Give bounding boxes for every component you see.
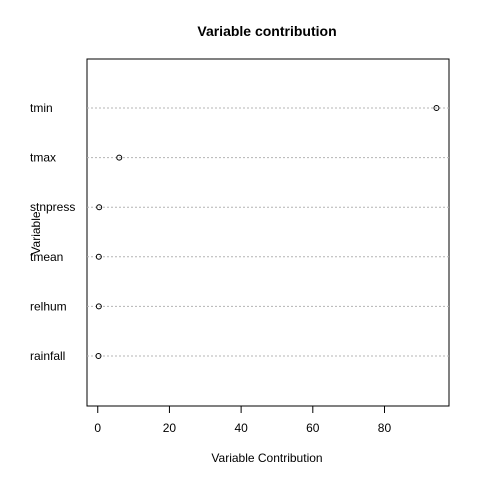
x-tick-label: 0 bbox=[94, 421, 101, 435]
category-label: stnpress bbox=[30, 200, 75, 214]
data-point bbox=[95, 253, 102, 260]
x-tick-label: 40 bbox=[234, 421, 248, 435]
x-axis: 0 20 40 60 80 bbox=[94, 405, 392, 435]
data-point bbox=[96, 204, 103, 211]
x-tick-label: 20 bbox=[163, 421, 177, 435]
data-points bbox=[95, 105, 440, 359]
data-point bbox=[116, 154, 123, 161]
category-label: tmin bbox=[30, 101, 53, 115]
category-label: rainfall bbox=[30, 349, 65, 363]
category-label: relhum bbox=[30, 299, 67, 313]
data-point bbox=[433, 105, 440, 111]
y-axis-label: Variable bbox=[29, 211, 43, 254]
x-tick-label: 80 bbox=[378, 421, 392, 435]
plot-frame bbox=[86, 58, 450, 407]
data-point bbox=[95, 353, 102, 359]
chart-title: Variable contribution bbox=[197, 23, 336, 39]
x-tick-label: 60 bbox=[306, 421, 320, 435]
category-labels: tmin tmax stnpress tmean relhum rainfall bbox=[30, 101, 75, 363]
category-label: tmax bbox=[30, 151, 56, 165]
category-label: tmean bbox=[30, 250, 63, 264]
data-point bbox=[95, 303, 102, 310]
grid-lines bbox=[87, 107, 449, 357]
x-axis-label: Variable Contribution bbox=[211, 451, 322, 465]
